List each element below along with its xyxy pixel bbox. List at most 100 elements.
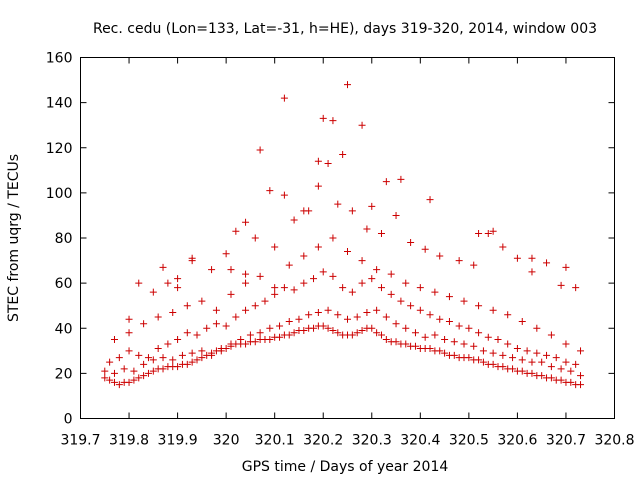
data-point <box>242 279 250 287</box>
data-point <box>577 347 585 355</box>
data-point <box>450 338 458 346</box>
data-point <box>115 354 123 362</box>
data-point <box>305 311 313 319</box>
data-point <box>144 354 152 362</box>
data-point <box>208 266 216 274</box>
data-point <box>290 216 298 224</box>
data-point <box>266 336 274 344</box>
data-point <box>567 378 575 386</box>
data-point <box>411 342 419 350</box>
data-point <box>300 252 308 260</box>
data-point <box>290 286 298 294</box>
data-point <box>120 365 128 373</box>
data-point <box>358 279 366 287</box>
data-point <box>208 351 216 359</box>
data-point <box>509 354 517 362</box>
data-point <box>397 297 405 305</box>
data-point <box>261 297 269 305</box>
y-axis: 0 20 40 60 80 100 120 140 160 <box>46 51 615 428</box>
data-point <box>382 336 390 344</box>
x-tick-label: 320.8 <box>594 433 634 449</box>
data-point <box>125 315 133 323</box>
data-point <box>256 272 264 280</box>
data-point <box>562 263 570 271</box>
data-point <box>183 360 191 368</box>
data-point <box>557 365 565 373</box>
data-point <box>149 367 157 375</box>
data-point <box>101 367 109 375</box>
data-point <box>504 311 512 319</box>
data-point <box>513 254 521 262</box>
data-point <box>276 322 284 330</box>
data-point <box>470 261 478 269</box>
data-point <box>140 360 148 368</box>
data-point <box>130 367 138 375</box>
data-point <box>547 331 555 339</box>
data-point <box>178 351 186 359</box>
y-tick-label: 20 <box>55 366 73 382</box>
data-point <box>140 372 148 380</box>
data-point <box>489 360 497 368</box>
data-point <box>426 196 434 204</box>
data-point <box>407 239 415 247</box>
plot-frame <box>80 57 615 419</box>
data-point <box>368 275 376 283</box>
data-point <box>319 268 327 276</box>
data-point <box>436 315 444 323</box>
data-point <box>144 369 152 377</box>
data-point <box>329 272 337 280</box>
data-point <box>479 358 487 366</box>
data-point <box>295 315 303 323</box>
data-point <box>382 178 390 186</box>
data-point <box>543 351 551 359</box>
data-point <box>538 372 546 380</box>
data-point <box>562 340 570 348</box>
data-point <box>358 327 366 335</box>
data-point <box>188 358 196 366</box>
data-point <box>110 336 118 344</box>
data-point <box>538 358 546 366</box>
data-point <box>183 302 191 310</box>
data-point <box>266 187 274 195</box>
data-point <box>154 313 162 321</box>
data-point <box>421 245 429 253</box>
data-point <box>533 324 541 332</box>
data-point <box>348 331 356 339</box>
data-point <box>329 327 337 335</box>
data-point <box>460 297 468 305</box>
data-point <box>149 288 157 296</box>
data-point <box>188 254 196 262</box>
data-point <box>562 358 570 366</box>
data-point <box>110 369 118 377</box>
data-point <box>455 257 463 265</box>
data-point <box>174 284 182 292</box>
x-tick-label: 320.2 <box>303 433 343 449</box>
data-point <box>314 308 322 316</box>
data-point <box>271 243 279 251</box>
data-point <box>217 347 225 355</box>
data-point <box>314 157 322 165</box>
data-point <box>475 229 483 237</box>
data-point <box>110 378 118 386</box>
data-point <box>518 356 526 364</box>
data-point <box>222 250 230 258</box>
data-point <box>499 351 507 359</box>
data-point <box>499 363 507 371</box>
data-point <box>164 340 172 348</box>
data-point <box>358 121 366 129</box>
data-point <box>572 360 580 368</box>
data-point <box>465 324 473 332</box>
data-point <box>169 308 177 316</box>
data-point <box>348 288 356 296</box>
data-point <box>242 270 250 278</box>
data-point <box>242 340 250 348</box>
y-tick-label: 120 <box>46 141 73 157</box>
data-point <box>557 376 565 384</box>
data-point <box>159 365 167 373</box>
data-point <box>140 320 148 328</box>
data-point <box>528 254 536 262</box>
x-tick-label: 320.3 <box>352 433 392 449</box>
y-axis-label: STEC from uqrg / TECUs <box>6 154 22 322</box>
data-point <box>212 320 220 328</box>
